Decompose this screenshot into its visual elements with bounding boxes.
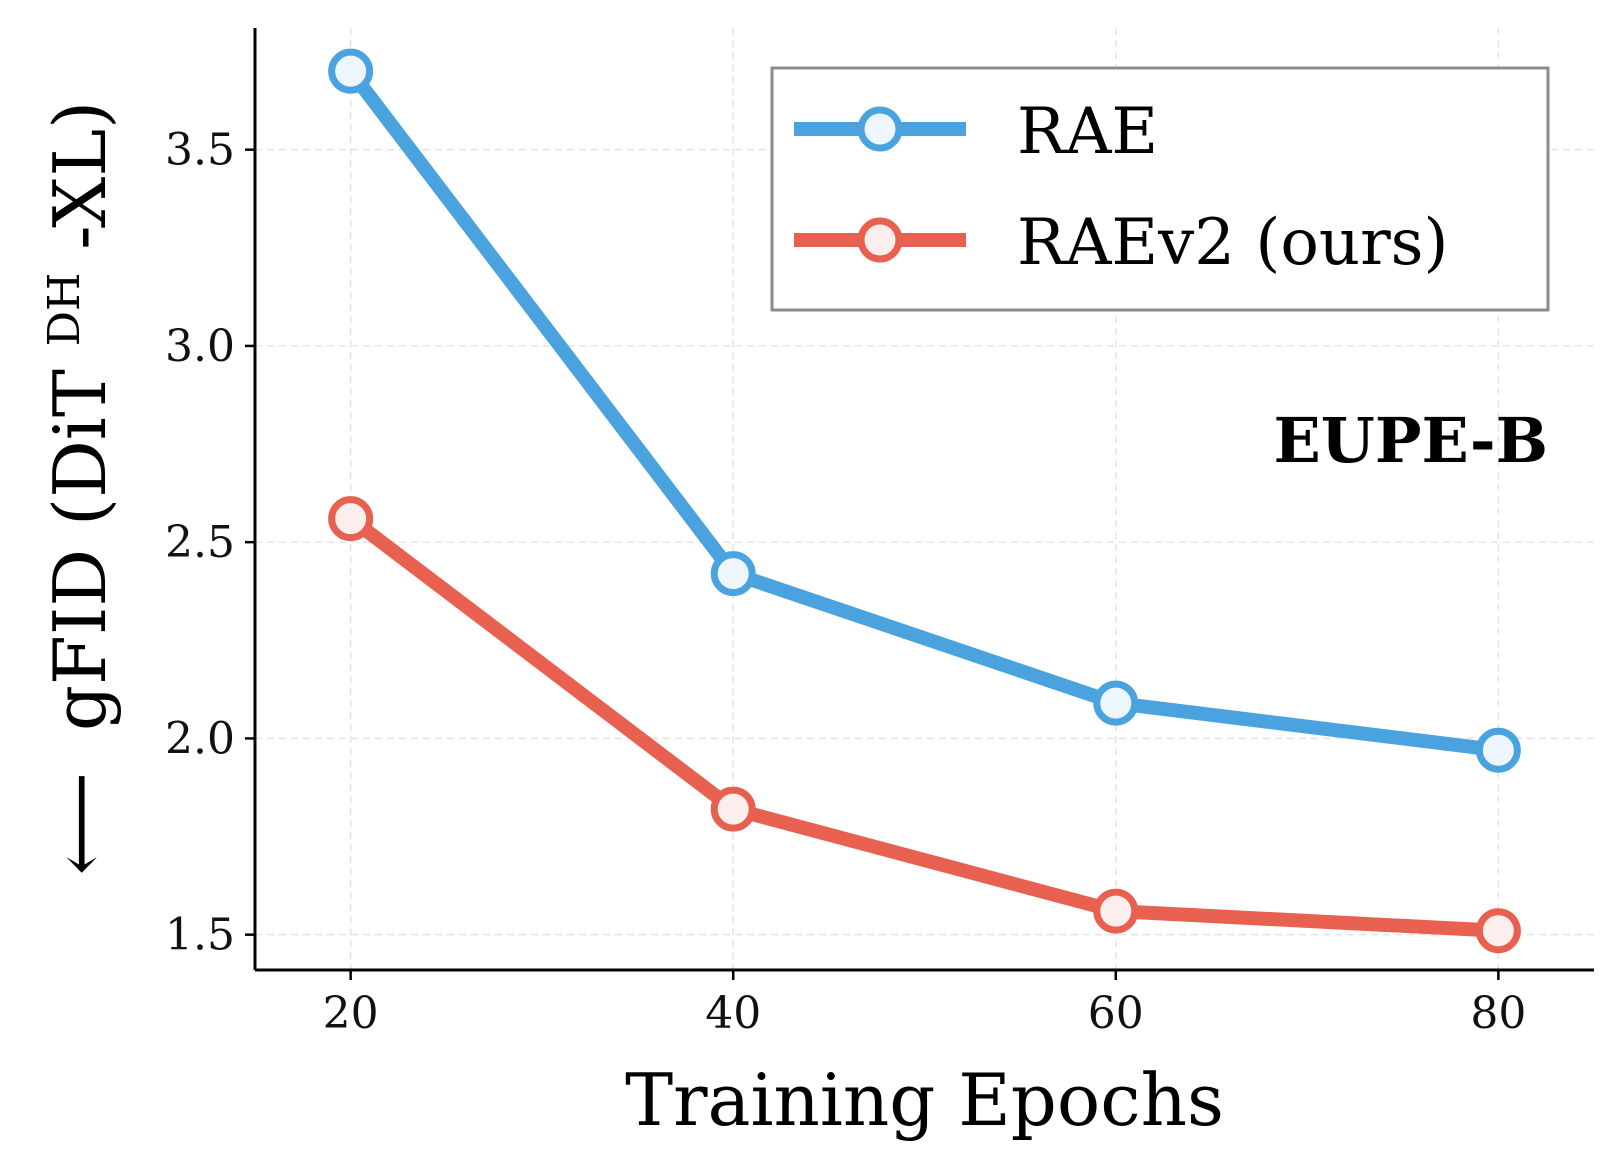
- x-axis-label: Training Epochs: [625, 1058, 1224, 1142]
- data-point-1-1: [710, 786, 756, 832]
- y-tick-label-2: 2.5: [165, 517, 235, 568]
- axes: [253, 28, 1594, 972]
- legend-marker-raev2: [857, 217, 903, 263]
- legend: RAE RAEv2 (ours): [770, 66, 1550, 312]
- y-axis-label: ⟵ gFID (DiT DH -XL): [12, 101, 122, 875]
- y-tick-label-4: 3.5: [165, 125, 235, 176]
- legend-frame: [770, 66, 1550, 312]
- series-layer: [328, 48, 1521, 954]
- data-point-1-2: [1093, 888, 1139, 934]
- legend-label-rae: RAE: [1017, 95, 1158, 169]
- y-axis-label-superscript: DH: [39, 273, 90, 347]
- x-tick-label-3: 80: [1470, 988, 1526, 1039]
- data-point-1-3: [1475, 908, 1521, 954]
- data-point-0-2: [1093, 680, 1139, 726]
- data-point-0-3: [1475, 727, 1521, 773]
- data-point-0-1: [710, 551, 756, 597]
- legend-marker-rae: [857, 106, 903, 152]
- series-line-0: [343, 64, 1506, 758]
- x-tick-label-2: 60: [1088, 988, 1144, 1039]
- y-tick-label-0: 1.5: [165, 910, 235, 961]
- y-axis-label-suffix: -XL): [38, 101, 122, 250]
- ticks: 20 40 60 80 1.5 2.0 2.5 3.0 3.5: [165, 125, 1526, 1039]
- legend-label-raev2: RAEv2 (ours): [1017, 206, 1448, 280]
- series-line-1: [343, 511, 1506, 938]
- chart-annotation: EUPE-B: [1274, 404, 1549, 477]
- data-point-0-0: [328, 48, 374, 94]
- y-tick-label-1: 2.0: [165, 713, 235, 764]
- x-tick-label-1: 40: [705, 988, 761, 1039]
- data-point-1-0: [328, 496, 374, 542]
- y-tick-label-3: 3.0: [165, 321, 235, 372]
- y-axis-label-prefix: gFID (DiT: [38, 369, 122, 731]
- x-tick-label-0: 20: [323, 988, 379, 1039]
- y-axis-arrow: ⟵: [38, 772, 122, 875]
